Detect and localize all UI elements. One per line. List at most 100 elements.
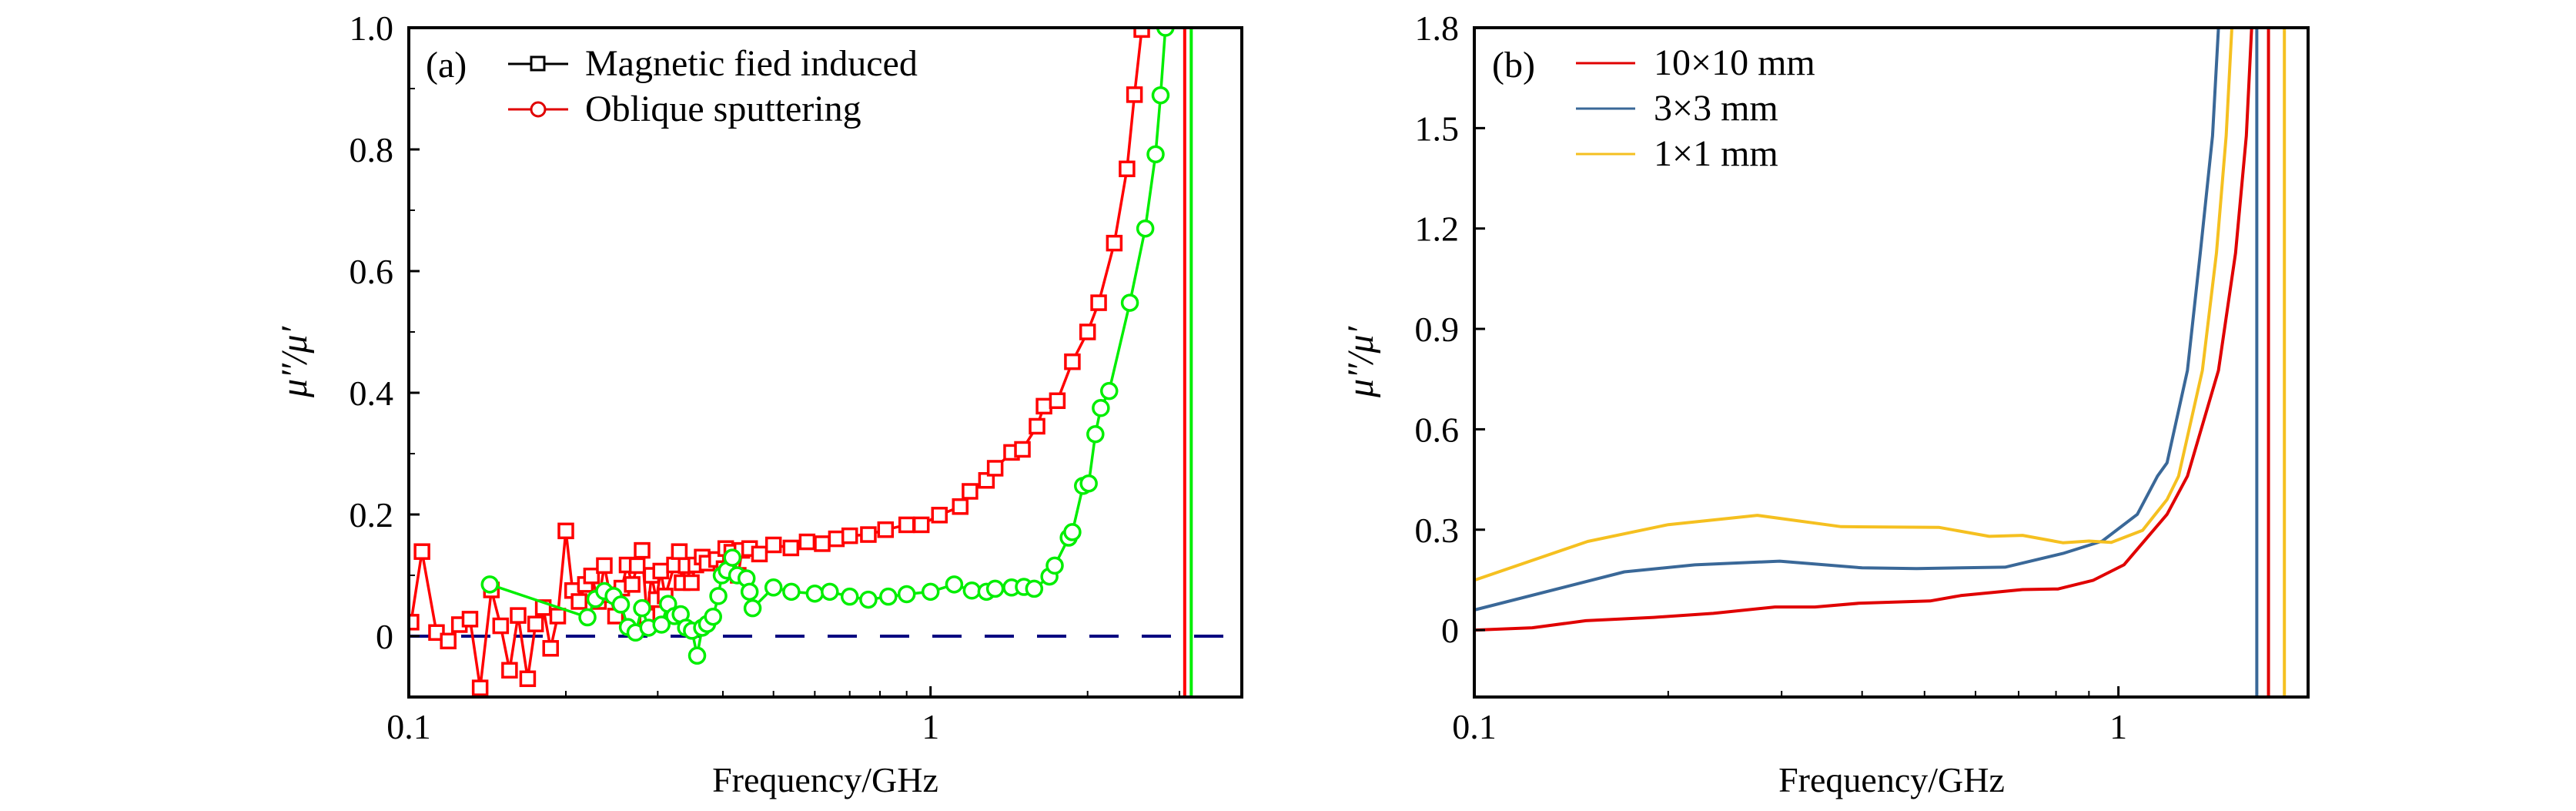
data-point-square	[751, 545, 768, 563]
data-point-square	[1029, 417, 1045, 435]
data-point-square	[1133, 28, 1150, 39]
data-point-circle	[962, 581, 982, 600]
data-point-square	[1106, 234, 1123, 252]
data-point-square	[828, 530, 845, 548]
data-point-square	[986, 460, 1004, 477]
data-point-square	[413, 543, 430, 560]
data-point-square	[952, 498, 969, 515]
data-point-square	[652, 562, 669, 580]
data-point-circle	[945, 575, 964, 594]
data-point-circle	[611, 595, 631, 614]
axes-frame	[407, 26, 1243, 699]
data-point-square	[596, 557, 613, 575]
data-point-square	[628, 557, 646, 575]
data-point-circle	[805, 584, 825, 603]
panel-a-plot-area	[409, 28, 1242, 697]
data-point-circle	[740, 582, 759, 602]
data-point-square	[671, 543, 688, 560]
x-tick-label: 0.1	[386, 707, 431, 746]
data-point-circle	[1099, 381, 1119, 400]
data-point-square	[519, 670, 537, 688]
legend-label-magnetic: Magnetic fied induced	[585, 43, 918, 84]
data-point-square	[841, 527, 858, 545]
data-point-circle	[1045, 556, 1064, 575]
legend-label-3x3: 3×3 mm	[1654, 88, 1778, 129]
legend-label-10x10: 10×10 mm	[1654, 42, 1815, 83]
data-point-square	[527, 615, 544, 632]
data-point-circle	[704, 607, 722, 626]
series-line-1	[1474, 28, 2253, 632]
data-point-square	[912, 516, 930, 534]
data-point-square	[782, 539, 800, 557]
x-tick-label: 1	[922, 707, 939, 746]
data-point-square	[409, 614, 420, 631]
data-point-square	[798, 533, 816, 551]
data-point-circle	[1156, 28, 1175, 37]
data-point-square	[962, 483, 979, 500]
data-point-square	[1014, 441, 1031, 458]
data-point-square	[471, 679, 489, 696]
y-tick-label: 0.9	[1415, 310, 1460, 349]
panel-b-legend: 10×10 mm 3×3 mm 1×1 mm	[1576, 42, 1815, 174]
legend-item-oblique-sputtering: Oblique sputtering	[508, 89, 861, 129]
panel-a-label: (a)	[426, 45, 467, 85]
data-point-square	[501, 662, 518, 679]
data-point-square	[978, 472, 995, 489]
legend-square-marker-icon	[530, 55, 546, 72]
data-point-circle	[1025, 579, 1044, 598]
data-point-square	[624, 576, 641, 593]
y-tick-label: 0	[1441, 611, 1459, 650]
y-tick-label: 0.2	[350, 495, 394, 535]
series-line-3	[1474, 28, 2233, 582]
legend-item-1x1: 1×1 mm	[1576, 133, 1778, 174]
data-point-square	[1079, 323, 1096, 340]
y-tick-label: 0.6	[1415, 410, 1460, 449]
data-point-square	[1090, 294, 1107, 311]
data-point-circle	[1079, 474, 1098, 493]
data-point-square	[898, 516, 915, 534]
y-tick-label: 1.0	[350, 8, 394, 48]
x-tick-label: 1	[2109, 707, 2127, 746]
data-point-circle	[709, 587, 728, 605]
legend-label-oblique: Oblique sputtering	[585, 89, 861, 129]
data-point-square	[860, 526, 877, 543]
data-point-circle	[859, 590, 878, 609]
data-point-circle	[578, 608, 597, 627]
data-point-square	[764, 536, 782, 554]
data-point-circle	[480, 575, 500, 594]
data-point-square	[542, 640, 559, 657]
y-tick-label: 0	[376, 617, 393, 656]
panel-b-plot-area	[1474, 28, 2287, 697]
legend-item-3x3: 3×3 mm	[1576, 88, 1778, 129]
data-point-square	[1035, 397, 1052, 415]
data-point-square	[877, 521, 895, 538]
panel-a-x-axis-title: Frequency/GHz	[712, 760, 938, 799]
panel-a: 0.1 1 0 0.2 0.4 0.6 0.8 1.0 (a) Magnetic fied i…	[274, 8, 1243, 799]
data-point-circle	[1086, 424, 1105, 444]
data-point-square	[570, 593, 587, 610]
data-point-circle	[633, 598, 651, 618]
series-line-2	[1474, 28, 2220, 612]
data-point-square	[1049, 392, 1066, 410]
x-tick-label: 0.1	[1452, 707, 1497, 746]
data-point-circle	[985, 579, 1005, 598]
data-point-circle	[723, 548, 742, 567]
panel-b: 0.1 1 0 0.3 0.6 0.9 1.2 1.5 1.8 (b) 10×10 mm 3×3…	[1340, 8, 2310, 799]
data-point-square	[549, 608, 567, 625]
data-point-square	[634, 541, 651, 559]
data-point-circle	[1092, 399, 1110, 417]
y-tick-label: 0.8	[350, 130, 394, 169]
data-point-circle	[879, 587, 898, 606]
axes-frame	[1473, 26, 2310, 699]
data-point-square	[492, 617, 510, 635]
panel-a-axes: 0.1 1 0 0.2 0.4 0.6 0.8 1.0	[350, 8, 1243, 746]
data-point-square	[440, 632, 457, 650]
panel-b-x-axis-title: Frequency/GHz	[1778, 760, 2005, 799]
panel-b-label: (b)	[1492, 45, 1535, 85]
data-point-circle	[1136, 219, 1155, 238]
legend-item-magnetic-field-induced: Magnetic fied induced	[508, 43, 918, 84]
y-tick-label: 1.2	[1415, 209, 1460, 249]
data-point-square	[814, 535, 831, 552]
data-point-circle	[764, 578, 783, 597]
